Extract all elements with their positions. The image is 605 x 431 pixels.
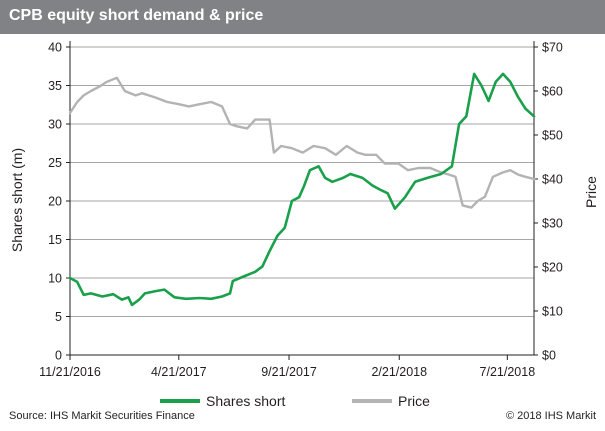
y2-tick-label: $50 — [542, 129, 563, 143]
y-tick-label: 5 — [55, 310, 62, 324]
y2-tick-label: $10 — [542, 305, 563, 319]
x-tick-label: 11/21/2016 — [39, 365, 101, 379]
chart-title: CPB equity short demand & price — [9, 7, 264, 24]
y-tick-label: 35 — [48, 79, 62, 93]
y2-tick-label: $20 — [542, 261, 563, 275]
series-line-price — [68, 76, 536, 209]
y-tick-label: 30 — [48, 118, 62, 132]
y-tick-label: 40 — [48, 41, 62, 55]
series-line-shares-short — [68, 72, 536, 307]
x-tick-label: 2/21/2018 — [371, 365, 427, 379]
x-tick-label: 9/21/2017 — [261, 365, 317, 379]
y-tick-label: 25 — [48, 156, 62, 170]
legend-label-shares-short: Shares short — [206, 393, 285, 409]
y-tick-label: 20 — [48, 195, 62, 209]
y2-tick-label: $30 — [542, 217, 563, 231]
y2-tick-label: $0 — [542, 349, 556, 363]
legend-label-price: Price — [398, 393, 430, 409]
y2-axis-label: Price — [583, 176, 599, 208]
copyright-note: © 2018 IHS Markit — [505, 410, 596, 422]
grid-lines — [70, 46, 534, 317]
legend: Shares short Price — [160, 393, 430, 409]
series-lines — [68, 72, 536, 307]
x-tick-label: 4/21/2017 — [151, 365, 207, 379]
source-note: Source: IHS Markit Securities Finance — [9, 410, 195, 422]
y-tick-label: 0 — [55, 349, 62, 363]
axes — [66, 41, 538, 360]
x-tick-label: 7/21/2018 — [480, 365, 536, 379]
y-tick-label: 15 — [48, 233, 62, 247]
y-tick-label: 10 — [48, 272, 62, 286]
y2-tick-label: $60 — [542, 85, 563, 99]
tick-labels: 0 5 10 15 20 25 30 35 40 $0 $10 $20 $30 $40 $50 $60 $70 1… — [39, 41, 563, 380]
title-bar: CPB equity short demand & price — [0, 0, 605, 34]
y-axis-label: Shares short (m) — [9, 148, 25, 252]
y2-tick-label: $70 — [542, 41, 563, 55]
y2-tick-label: $40 — [542, 173, 563, 187]
